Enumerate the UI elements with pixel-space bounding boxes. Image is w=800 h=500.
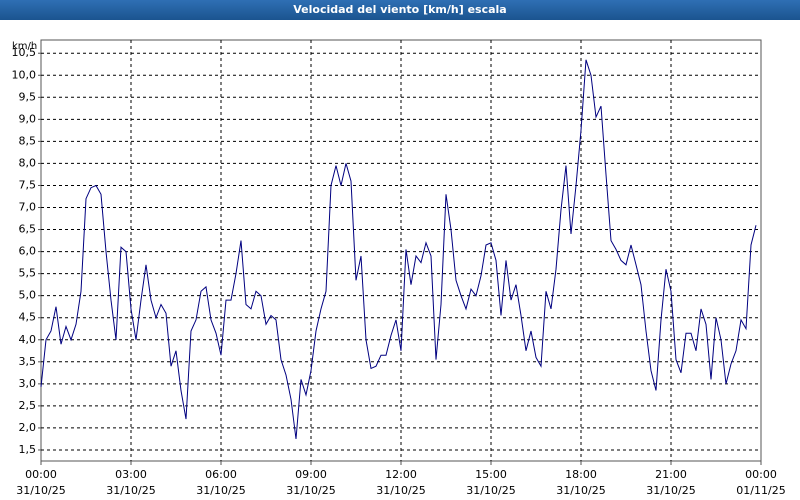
y-tick-label: 8,5 [19,134,37,147]
x-tick-label: 00:00 [25,468,57,481]
y-tick-label: 7,5 [19,178,37,191]
y-tick-label: 9,5 [19,90,37,103]
x-tick-label: 15:00 [475,468,507,481]
y-tick-label: 1,5 [19,443,37,456]
x-tick-date: 31/10/25 [376,484,425,497]
chart-title: Velocidad del viento [km/h] escala [293,3,506,16]
title-bar [0,0,800,20]
x-tick-label: 21:00 [655,468,687,481]
y-tick-label: 7,0 [19,201,37,214]
y-tick-label: 6,5 [19,223,37,236]
x-tick-label: 03:00 [115,468,147,481]
y-tick-label: 4,0 [19,333,37,346]
y-tick-label: 2,5 [19,399,37,412]
y-tick-label: 10,0 [12,68,37,81]
y-tick-label: 4,5 [19,311,37,324]
y-tick-label: 3,5 [19,355,37,368]
x-tick-label: 06:00 [205,468,237,481]
x-tick-date: 31/10/25 [286,484,335,497]
x-tick-date: 31/10/25 [16,484,65,497]
x-tick-date: 31/10/25 [466,484,515,497]
y-tick-label: 6,0 [19,245,37,258]
y-tick-label: 10,5 [12,46,37,59]
x-tick-date: 01/11/25 [736,484,785,497]
y-tick-label: 9,0 [19,112,37,125]
y-axis-label: km/h [12,41,37,52]
x-tick-date: 31/10/25 [196,484,245,497]
x-tick-date: 31/10/25 [646,484,695,497]
y-tick-label: 3,0 [19,377,37,390]
x-tick-date: 31/10/25 [106,484,155,497]
x-tick-label: 18:00 [565,468,597,481]
y-tick-label: 8,0 [19,156,37,169]
x-tick-label: 00:00 [745,468,777,481]
x-tick-label: 09:00 [295,468,327,481]
data-line [40,59,757,440]
x-tick-label: 12:00 [385,468,417,481]
y-tick-label: 2,0 [19,421,37,434]
x-tick-date: 31/10/25 [556,484,605,497]
y-tick-label: 5,0 [19,289,37,302]
y-tick-label: 5,5 [19,267,37,280]
